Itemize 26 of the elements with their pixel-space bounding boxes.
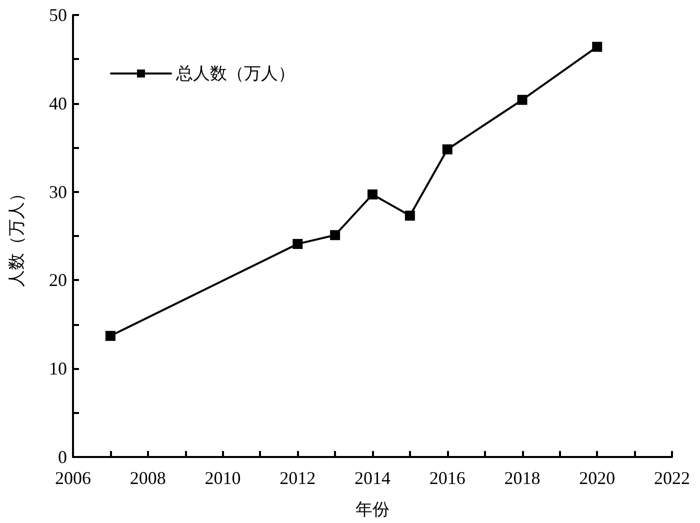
x-tick-label: 2022 [654,468,690,488]
y-tick-label: 0 [58,447,67,467]
point [105,330,116,341]
x-tick-label: 2006 [55,468,91,488]
point [330,230,340,240]
x-tick-label: 2010 [204,468,241,488]
y-axis-title: 人数（万人） [7,185,26,287]
x-tick-label: 2016 [429,468,466,488]
x-tick-label: 2018 [504,468,540,488]
point [442,144,452,154]
point [368,189,378,200]
x-tick-label: 2020 [579,468,616,488]
y-tick-label: 50 [49,5,67,25]
point [292,238,303,249]
x-tick-label: 2008 [130,468,166,488]
point [592,42,602,52]
legend-label: 总人数（万人） [175,64,295,83]
y-tick-label: 40 [49,93,67,114]
x-tick-label: 2012 [280,468,316,488]
y-tick-label: 30 [49,182,67,202]
y-tick-label: 20 [49,270,67,290]
x-axis-title: 年份 [356,500,390,519]
x-tick-label: 2014 [354,468,390,488]
y-tick-label: 10 [49,358,67,379]
point [517,94,528,105]
point [404,210,415,221]
